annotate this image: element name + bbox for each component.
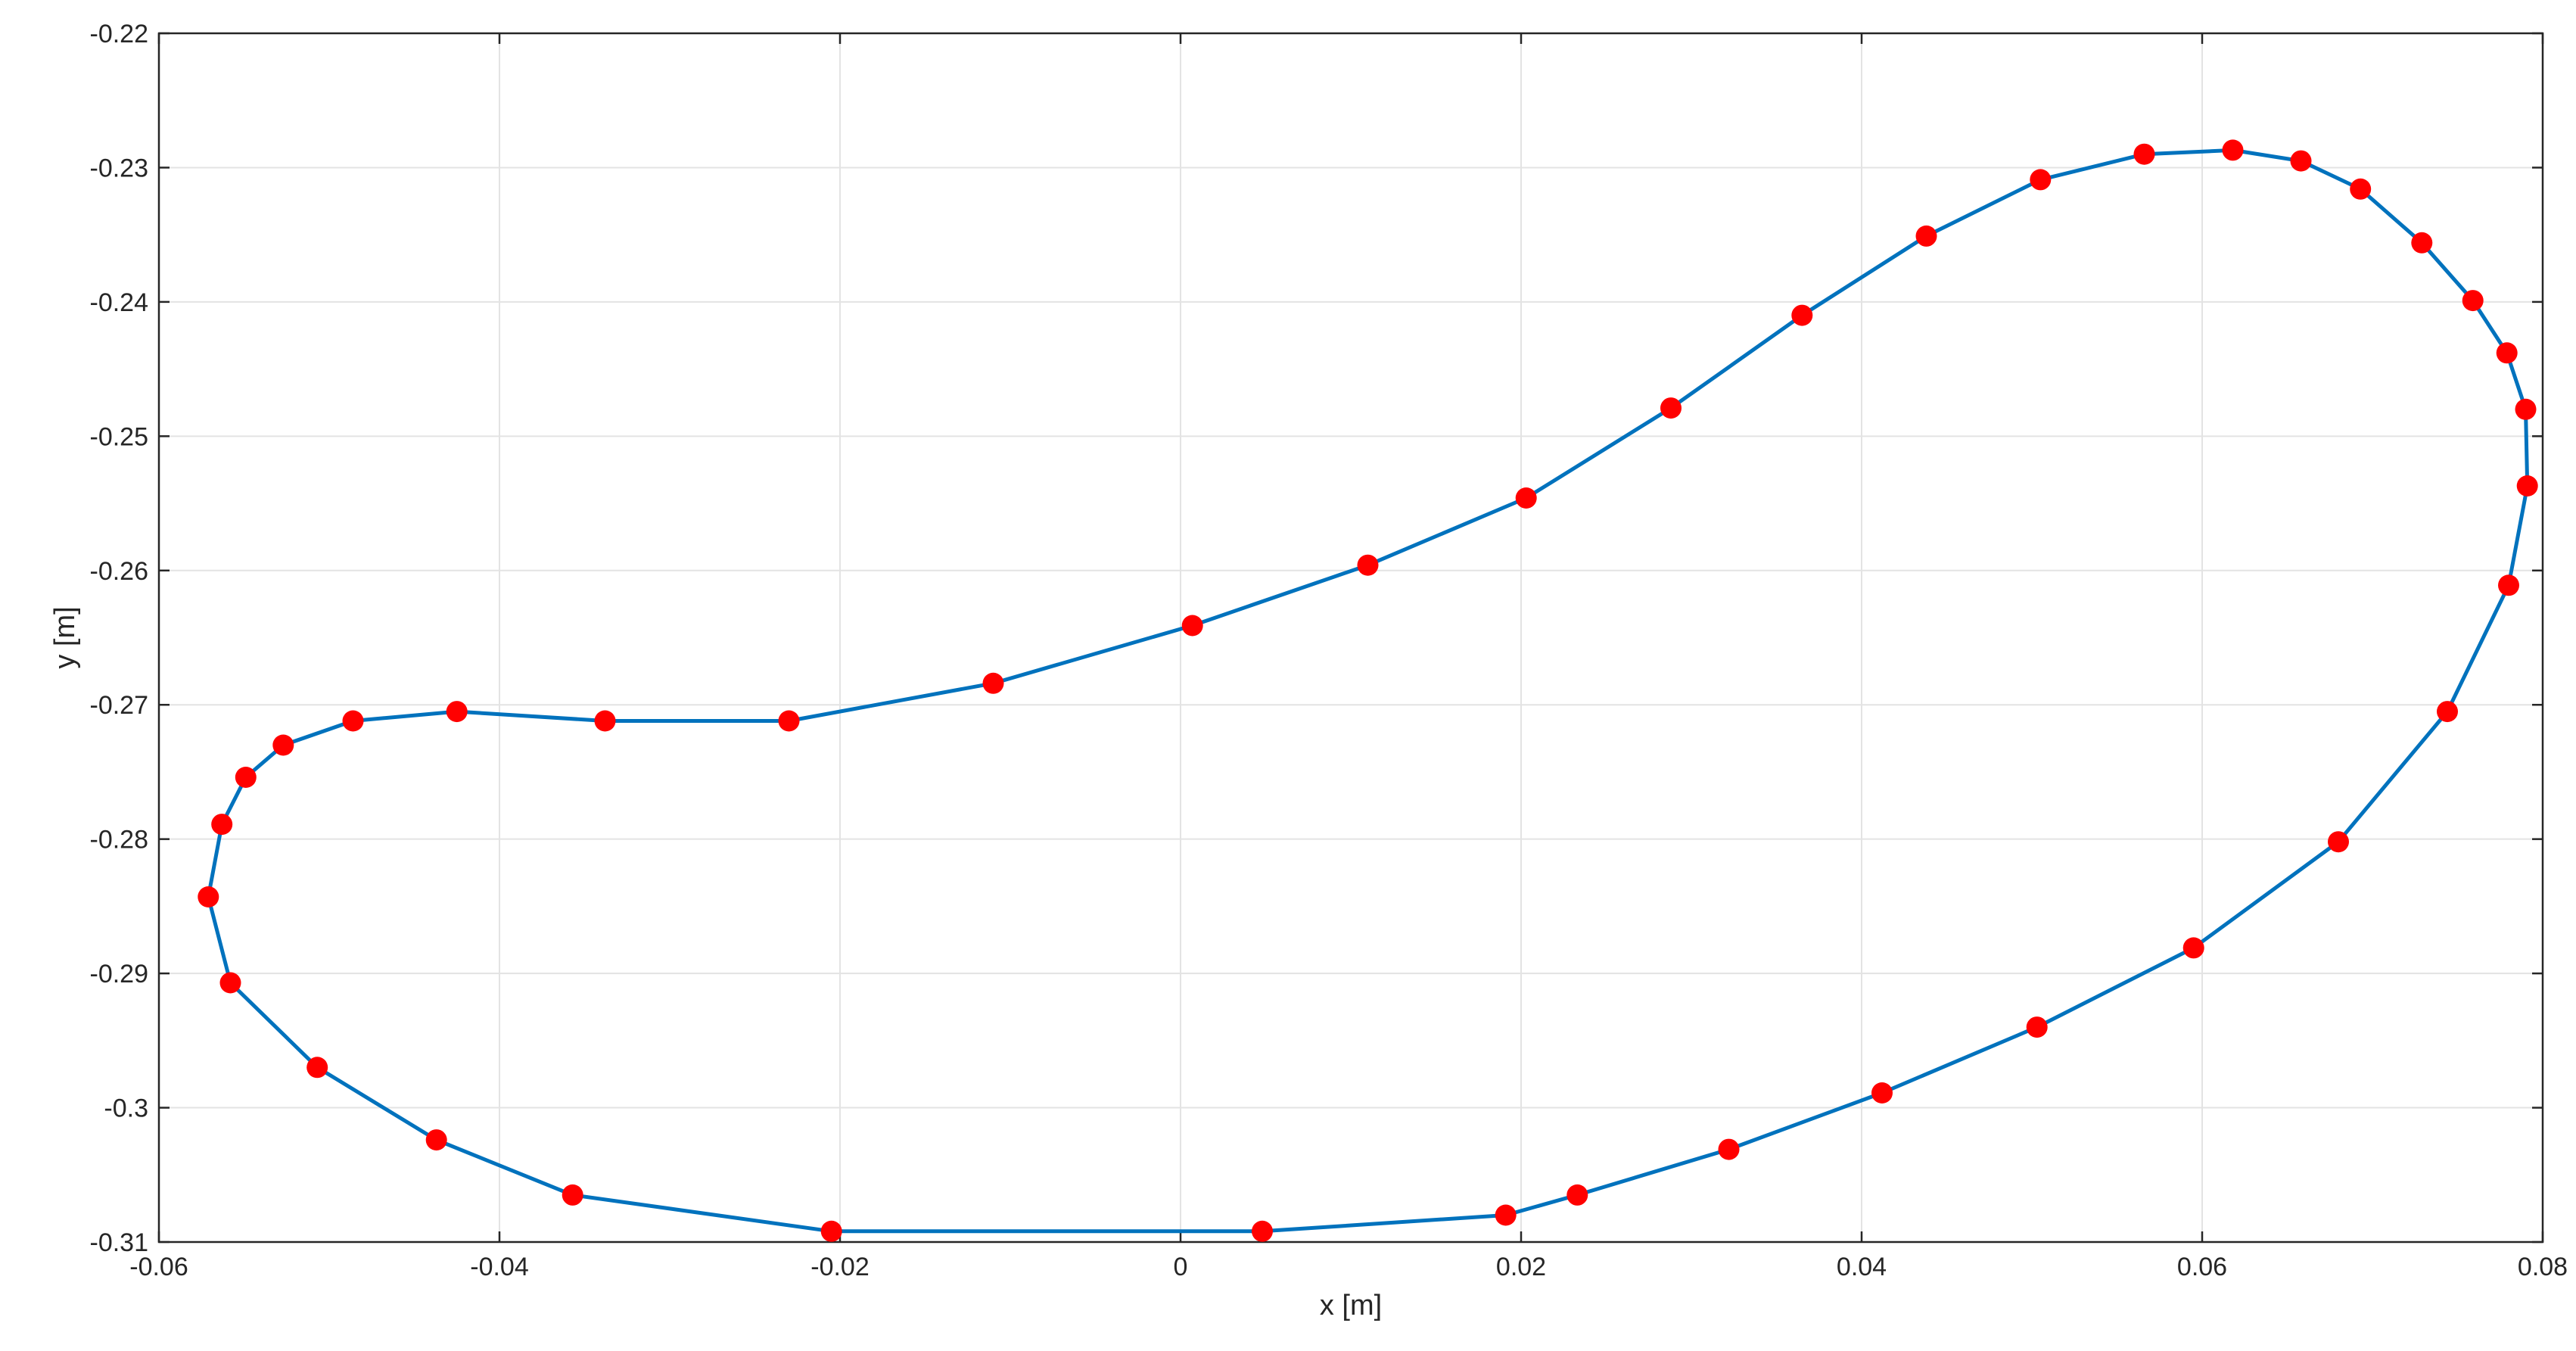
x-tick-label: -0.02 [810, 1253, 870, 1281]
data-point-marker [1871, 1082, 1893, 1104]
y-tick-label: -0.22 [90, 20, 149, 48]
data-point-marker [594, 710, 616, 732]
x-tick-label: 0.06 [2177, 1253, 2227, 1281]
data-point-marker [2133, 143, 2155, 165]
y-tick-label: -0.24 [90, 288, 149, 317]
data-point-marker [306, 1057, 328, 1079]
y-axis-label: y [m] [49, 606, 81, 668]
data-point-marker [342, 710, 364, 732]
x-axis-label: x [m] [1320, 1290, 1382, 1321]
data-point-marker [425, 1129, 447, 1151]
data-point-marker [2350, 178, 2372, 200]
x-tick-label: 0.04 [1837, 1253, 1887, 1281]
data-point-marker [272, 734, 294, 756]
data-point-marker [2030, 169, 2052, 191]
data-point-marker [1252, 1220, 1273, 1242]
x-tick-label: -0.04 [470, 1253, 529, 1281]
data-point-marker [1915, 225, 1937, 247]
data-point-marker [820, 1220, 842, 1242]
data-point-marker [235, 767, 257, 788]
y-tick-label: -0.23 [90, 154, 149, 182]
plot-area-frame [157, 32, 2544, 1244]
data-point-marker [1791, 304, 1813, 326]
data-point-marker [198, 886, 219, 907]
trajectory-line [206, 148, 2530, 1234]
data-point-marker [2182, 937, 2204, 959]
y-tick-label: -0.26 [90, 557, 149, 586]
data-point-marker [778, 710, 800, 732]
data-point-marker [2222, 139, 2244, 161]
y-tick-label: -0.31 [90, 1228, 149, 1257]
data-point-marker [1660, 397, 1682, 419]
data-point-marker [2411, 232, 2433, 254]
data-point-marker [1515, 487, 1537, 509]
data-point-marker [219, 972, 241, 994]
data-point-marker [2026, 1016, 2048, 1038]
data-point-marker [2496, 342, 2518, 364]
data-point-marker [2437, 701, 2458, 723]
data-point-marker [1566, 1184, 1588, 1206]
data-point-marker [1357, 554, 1379, 576]
y-tick-label: -0.3 [104, 1094, 148, 1123]
y-tick-label: -0.27 [90, 691, 149, 720]
y-tick-label: -0.28 [90, 826, 149, 854]
data-point-marker [2328, 831, 2349, 853]
data-point-marker [2290, 150, 2312, 172]
data-point-marker [211, 814, 233, 836]
data-point-marker [562, 1184, 583, 1206]
grid-lines [159, 33, 2543, 1242]
data-point-marker [2516, 475, 2538, 497]
data-point-marker [982, 672, 1004, 694]
data-point-marker [2498, 574, 2519, 596]
y-tick-label: -0.25 [90, 422, 149, 451]
data-point-marker [446, 701, 468, 723]
x-tick-label: 0.08 [2518, 1253, 2568, 1281]
x-tick-label: -0.06 [129, 1253, 188, 1281]
y-tick-label: -0.29 [90, 960, 149, 988]
data-point-marker [2515, 398, 2537, 420]
data-series [198, 139, 2538, 1242]
data-point-marker [1495, 1204, 1517, 1226]
x-tick-label: 0.02 [1496, 1253, 1546, 1281]
data-point-marker [1181, 615, 1203, 637]
data-point-marker [1718, 1138, 1740, 1160]
axis-ticks: -0.06 -0.04 -0.02 0 0.02 0.04 0.06 0.08 -0.22 -0.… [90, 20, 2568, 1281]
data-point-marker [2462, 290, 2484, 312]
x-tick-label: 0 [1174, 1253, 1188, 1281]
